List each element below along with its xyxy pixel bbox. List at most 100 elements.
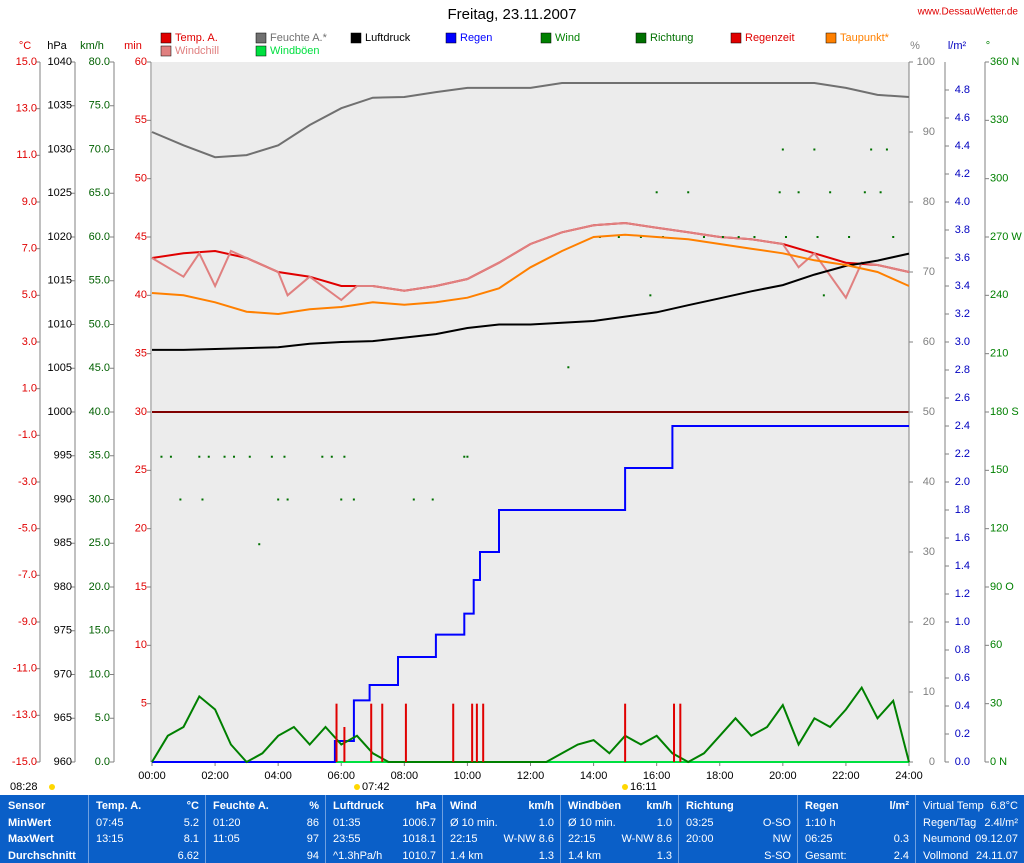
- sun-icon: [622, 784, 628, 790]
- y-tick-label: 0.0: [95, 756, 110, 768]
- y-tick-label: 1040: [48, 56, 72, 68]
- bar: [679, 703, 682, 762]
- column-unit: °C: [186, 800, 199, 812]
- dot: [330, 455, 333, 458]
- y-tick-label: 60.0: [89, 231, 110, 243]
- y-tick-label: 4.8: [955, 84, 970, 96]
- dot: [431, 498, 434, 501]
- y-tick-label: 2.2: [955, 448, 970, 460]
- legend-swatch: [160, 45, 172, 57]
- series-line: [151, 685, 910, 764]
- y-tick-label: 25: [135, 464, 147, 476]
- y-tick-label: 13.0: [16, 103, 37, 115]
- cell-value: NW: [772, 833, 791, 845]
- y-tick-label: 55: [135, 114, 147, 126]
- source: www.DessauWetter.de: [917, 7, 1019, 18]
- y-tick-label: 65.0: [89, 187, 110, 199]
- y-tick-label: -13.0: [12, 709, 37, 721]
- y-tick-label: 300: [990, 173, 1008, 185]
- dot: [687, 191, 690, 194]
- column-title: Temp. A.: [96, 800, 142, 812]
- cell-value: 09.12.07: [975, 833, 1018, 845]
- cell-value: 1.0: [538, 816, 554, 829]
- y-tick-label: 40: [923, 476, 935, 488]
- dot: [198, 455, 201, 458]
- y-tick-label: 15.0: [89, 625, 110, 637]
- cell-label: 03:25: [686, 816, 714, 829]
- cell-value: 1010.7: [402, 849, 436, 862]
- y-tick-label: 80: [923, 196, 935, 208]
- cell-label: Virtual Temp: [923, 800, 984, 812]
- y-tick-label: 11.0: [16, 149, 37, 161]
- y-tick-label: 1035: [48, 100, 72, 112]
- cell-label: MinWert: [8, 816, 52, 829]
- cell-value: 1.0: [656, 816, 672, 829]
- cell-value: W-NW 8.6: [503, 833, 554, 845]
- cell-value: 2.4: [893, 849, 909, 862]
- axis-title: °C: [19, 40, 31, 52]
- y-tick-label: 980: [54, 581, 72, 593]
- dot: [655, 191, 658, 194]
- sun-time: 16:11: [630, 781, 657, 793]
- cell-label: 13:15: [96, 833, 124, 845]
- sun-icon: [354, 784, 360, 790]
- cell-label: 20:00: [686, 833, 714, 845]
- dot: [321, 455, 324, 458]
- y-tick-label: -3.0: [18, 476, 37, 488]
- dot: [885, 148, 888, 151]
- dot: [169, 455, 172, 458]
- y-tick-label: 20.0: [89, 581, 110, 593]
- column-divider: [205, 795, 206, 863]
- y-tick-label: 3.0: [22, 336, 37, 348]
- y-tick-label: 240: [990, 289, 1008, 301]
- column-title: Regen: [805, 800, 839, 812]
- dot: [277, 498, 280, 501]
- y-tick-label: 10: [135, 639, 147, 651]
- cell-label: 06:25: [805, 833, 833, 845]
- y-tick-label: 60: [923, 336, 935, 348]
- y-tick-label: 1005: [48, 362, 72, 374]
- y-tick-label: 45.0: [89, 362, 110, 374]
- dot: [848, 236, 851, 238]
- y-tick-label: 1020: [48, 231, 72, 243]
- y-tick-label: 2.0: [955, 476, 970, 488]
- column-divider: [560, 795, 561, 863]
- bar: [335, 703, 338, 762]
- legend-label: Richtung: [650, 32, 693, 44]
- y-tick-label: 1010: [48, 318, 72, 330]
- bar: [624, 703, 627, 762]
- y-tick-label: 20: [923, 616, 935, 628]
- y-tick-label: 0.0: [955, 756, 970, 768]
- bar: [343, 727, 346, 762]
- y-tick-label: 30: [990, 698, 1002, 710]
- y-tick-label: 30: [923, 546, 935, 558]
- dot: [286, 498, 289, 501]
- bar: [475, 703, 478, 762]
- dot: [829, 191, 832, 194]
- dot: [617, 236, 620, 238]
- y-tick-label: 50: [135, 173, 147, 185]
- x-tick-label: 12:00: [517, 770, 545, 782]
- y-tick-label: -5.0: [18, 523, 37, 535]
- dot: [737, 236, 740, 238]
- bar: [370, 703, 373, 762]
- x-tick-label: 24:00: [895, 770, 923, 782]
- y-tick-label: -9.0: [18, 616, 37, 628]
- dot: [233, 455, 236, 458]
- y-tick-label: 3.2: [955, 308, 970, 320]
- y-tick-label: 1.2: [955, 588, 970, 600]
- y-tick-label: 1.8: [955, 504, 970, 516]
- dot: [258, 543, 261, 546]
- column-unit: hPa: [415, 800, 436, 812]
- sun-time: 08:28: [10, 781, 38, 793]
- x-tick-label: 04:00: [264, 770, 292, 782]
- cell-label: Regen/Tag: [923, 816, 977, 829]
- y-tick-label: 4.4: [955, 140, 970, 152]
- dot: [892, 236, 895, 238]
- y-tick-label: 1.0: [22, 383, 37, 395]
- y-tick-label: 970: [54, 668, 72, 680]
- series-line: [151, 233, 910, 316]
- cell-value: 24.11.07: [975, 849, 1018, 862]
- dot: [822, 294, 825, 297]
- y-tick-label: 1.6: [955, 532, 970, 544]
